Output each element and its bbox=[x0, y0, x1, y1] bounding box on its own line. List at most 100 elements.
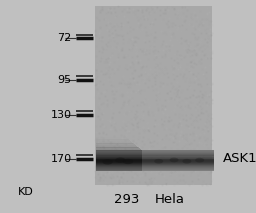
Bar bbox=[142, 168, 214, 169]
Bar bbox=[142, 158, 214, 159]
Bar bbox=[96, 151, 142, 152]
Bar bbox=[142, 164, 214, 165]
Ellipse shape bbox=[195, 158, 204, 163]
Text: 130: 130 bbox=[51, 110, 72, 120]
Bar bbox=[96, 164, 142, 165]
Text: 95: 95 bbox=[58, 75, 72, 85]
Bar bbox=[96, 145, 136, 146]
Bar bbox=[142, 153, 214, 154]
Bar bbox=[96, 154, 142, 155]
Bar bbox=[142, 159, 214, 160]
Bar bbox=[96, 144, 135, 145]
Bar bbox=[96, 148, 140, 149]
Bar bbox=[96, 163, 142, 164]
Bar bbox=[96, 162, 142, 163]
Bar bbox=[142, 164, 214, 165]
Bar bbox=[96, 143, 134, 144]
Bar bbox=[96, 170, 142, 171]
Bar bbox=[96, 164, 142, 165]
Bar bbox=[142, 160, 214, 161]
Bar bbox=[96, 165, 142, 166]
Bar bbox=[96, 149, 141, 150]
Bar bbox=[142, 161, 214, 162]
Bar bbox=[96, 152, 142, 153]
Bar bbox=[96, 165, 142, 166]
Text: 170: 170 bbox=[50, 154, 72, 164]
Text: Hela: Hela bbox=[155, 193, 185, 206]
Bar bbox=[142, 160, 214, 161]
Bar bbox=[142, 154, 214, 155]
Bar bbox=[142, 165, 214, 166]
Bar bbox=[142, 154, 214, 155]
Bar bbox=[142, 151, 214, 152]
Bar bbox=[96, 168, 142, 169]
Bar bbox=[142, 166, 214, 167]
Bar bbox=[142, 168, 214, 169]
Bar bbox=[96, 136, 126, 137]
Bar bbox=[142, 155, 214, 156]
Bar bbox=[96, 154, 142, 155]
Bar bbox=[96, 161, 142, 162]
Bar bbox=[142, 156, 214, 157]
Bar bbox=[96, 150, 142, 151]
Ellipse shape bbox=[170, 158, 179, 162]
Bar bbox=[96, 167, 142, 168]
Bar bbox=[96, 139, 129, 140]
Bar bbox=[96, 140, 130, 141]
Bar bbox=[96, 156, 142, 157]
Bar bbox=[96, 169, 142, 170]
Bar bbox=[96, 150, 142, 151]
Bar bbox=[96, 166, 142, 167]
Bar bbox=[142, 161, 214, 162]
Bar bbox=[96, 159, 142, 160]
Bar bbox=[142, 163, 214, 164]
Bar bbox=[96, 137, 126, 138]
Bar bbox=[142, 169, 214, 170]
Bar bbox=[142, 150, 214, 151]
Bar bbox=[142, 152, 214, 153]
Bar bbox=[96, 143, 133, 144]
Bar bbox=[142, 162, 214, 163]
Bar bbox=[96, 151, 142, 152]
Bar bbox=[96, 147, 139, 148]
Bar bbox=[96, 153, 142, 154]
Ellipse shape bbox=[102, 159, 113, 164]
Bar bbox=[142, 150, 214, 151]
Bar bbox=[142, 167, 214, 168]
Text: 293: 293 bbox=[114, 193, 140, 206]
Bar bbox=[96, 155, 142, 156]
Bar bbox=[96, 135, 125, 137]
Bar bbox=[142, 166, 214, 167]
Bar bbox=[96, 147, 138, 148]
Bar bbox=[96, 135, 124, 136]
Bar bbox=[142, 157, 214, 158]
Bar bbox=[96, 157, 142, 158]
Bar bbox=[142, 167, 214, 168]
Bar bbox=[142, 153, 214, 154]
Bar bbox=[96, 160, 142, 161]
Ellipse shape bbox=[182, 159, 191, 164]
Ellipse shape bbox=[123, 159, 133, 164]
Bar bbox=[96, 142, 132, 143]
Bar bbox=[96, 162, 142, 163]
Bar bbox=[96, 166, 142, 167]
Bar bbox=[96, 138, 127, 139]
Bar bbox=[96, 155, 142, 156]
Bar bbox=[142, 163, 214, 164]
Bar bbox=[96, 152, 142, 153]
Bar bbox=[96, 158, 142, 159]
Text: KD: KD bbox=[18, 187, 34, 197]
Bar bbox=[96, 159, 142, 160]
Bar bbox=[96, 161, 142, 162]
Bar bbox=[142, 162, 214, 163]
Bar bbox=[95, 6, 212, 185]
Text: 72: 72 bbox=[57, 33, 72, 43]
Bar bbox=[142, 165, 214, 166]
Bar bbox=[142, 170, 214, 171]
Bar bbox=[142, 152, 214, 153]
Bar bbox=[96, 167, 142, 168]
Bar bbox=[96, 146, 137, 147]
Bar bbox=[96, 168, 142, 169]
Bar bbox=[96, 140, 131, 141]
Bar bbox=[96, 150, 142, 151]
